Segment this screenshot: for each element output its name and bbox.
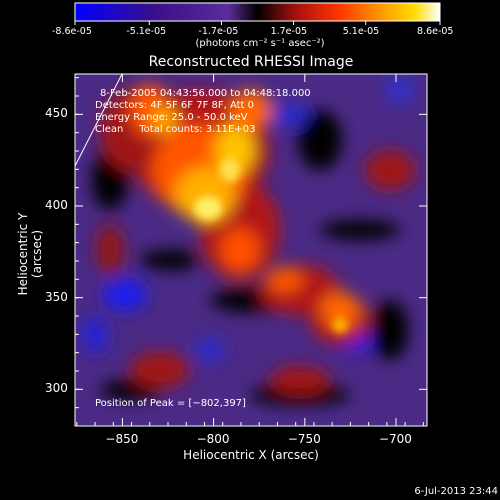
annotation-clean-counts: Clean Total counts: 3.11E+03 xyxy=(95,124,256,135)
y-axis-label: Heliocentric Y (arcsec) xyxy=(16,212,44,296)
y-tick-label: 450 xyxy=(45,106,68,121)
colorbar-tick-label: -1.7e-05 xyxy=(198,26,239,37)
colorbar-tick-label: -8.6e-05 xyxy=(52,26,92,37)
heatmap-image xyxy=(75,74,427,426)
colorbar xyxy=(74,2,441,25)
x-axis-label: Heliocentric X (arcsec) xyxy=(183,448,319,462)
y-tick-label: 350 xyxy=(45,289,68,304)
colorbar-tick-label: 1.7e-05 xyxy=(270,26,308,37)
annotation-peak-position: Position of Peak = [−802,397] xyxy=(95,398,246,409)
plot-title: Reconstructed RHESSI Image xyxy=(148,54,354,70)
solar-limb-line xyxy=(74,73,123,167)
x-tick-label: −800 xyxy=(196,432,230,446)
annotation-detectors: Detectors: 4F 5F 6F 7F 8F, Att 0 xyxy=(95,100,255,111)
x-tick-label: −700 xyxy=(378,432,412,446)
timestamp: 6-Jul-2013 23:44 xyxy=(414,486,498,497)
x-tick-label: −750 xyxy=(287,432,321,446)
colorbar-tick-label: 8.6e-05 xyxy=(417,26,454,37)
plot-frame xyxy=(74,73,428,427)
colorbar-units: (photons cm⁻² s⁻¹ asec⁻²) xyxy=(195,38,325,49)
y-tick-label: 300 xyxy=(45,381,68,396)
colorbar-tick-label: -5.1e-05 xyxy=(126,26,167,37)
x-tick-label: −850 xyxy=(105,432,139,446)
annotation-time-range: 8-Feb-2005 04:43:56.000 to 04:48:18.000 xyxy=(100,88,311,99)
colorbar-tick-label: 5.1e-05 xyxy=(342,26,380,37)
annotation-energy-range: Energy Range: 25.0 - 50.0 keV xyxy=(95,112,248,123)
colorbar-gradient xyxy=(74,2,441,22)
y-tick-label: 400 xyxy=(45,198,68,212)
